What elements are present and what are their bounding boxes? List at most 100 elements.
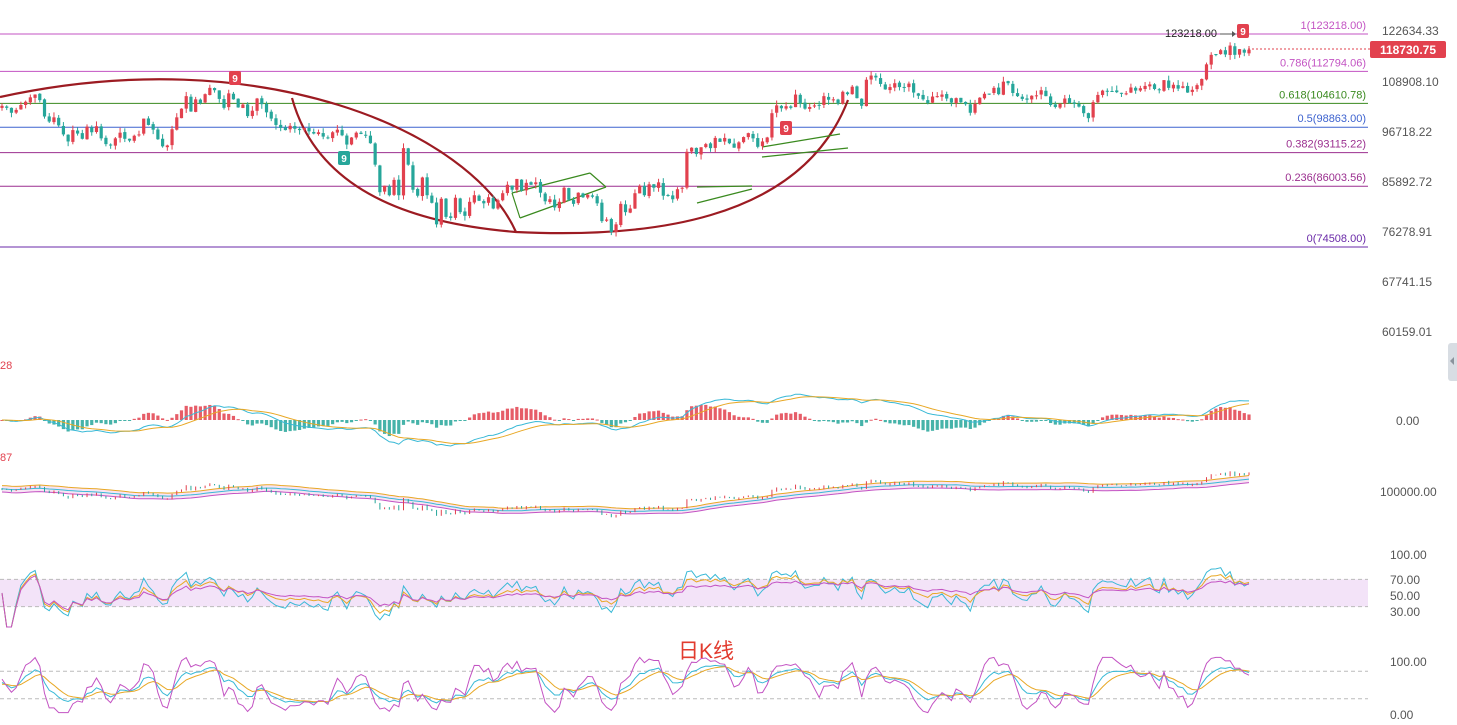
candle-body — [623, 204, 628, 213]
candle-body — [1082, 106, 1086, 114]
candle-body — [57, 117, 61, 126]
macd-histogram-bar — [373, 420, 377, 425]
candle-body — [425, 177, 429, 196]
macd-histogram-bar — [189, 406, 193, 420]
macd-histogram-bar — [737, 416, 741, 420]
macd-histogram-bar — [1119, 414, 1124, 420]
candle-body — [283, 127, 288, 131]
macd-histogram-bar — [926, 420, 930, 432]
candle-body — [1049, 96, 1053, 105]
candle-body — [1077, 103, 1081, 107]
macd-histogram-bar — [576, 418, 580, 420]
macd-histogram-bar — [661, 412, 665, 420]
macd-histogram-bar — [160, 418, 165, 420]
candle-body — [855, 86, 859, 99]
candle-body — [1039, 90, 1043, 95]
candle-body — [694, 147, 698, 155]
candle-body — [656, 182, 661, 188]
candle-body — [732, 143, 736, 148]
macd-histogram-bar — [1049, 420, 1053, 424]
candle-body — [930, 96, 935, 103]
candle-body — [1110, 90, 1114, 92]
macd-histogram-bar — [1200, 419, 1204, 421]
candle-body — [71, 130, 75, 142]
collapse-sidebar-handle[interactable] — [1448, 343, 1457, 381]
macd-histogram-bar — [364, 419, 368, 421]
macd-histogram-bar — [798, 413, 802, 420]
candle-body — [1242, 49, 1246, 53]
macd-histogram-bar — [713, 406, 717, 420]
fib-label: 0.618(104610.78) — [1279, 89, 1366, 101]
macd-histogram-bar — [623, 420, 628, 423]
candle-body — [864, 79, 868, 107]
td-mark-label: 9 — [1240, 27, 1246, 38]
candle-body — [472, 195, 476, 203]
candle-body — [1015, 93, 1020, 97]
macd-histogram-bar — [94, 420, 99, 423]
macd-histogram-bar — [1185, 420, 1190, 422]
candle-body — [260, 98, 264, 105]
macd-histogram-bar — [864, 420, 868, 423]
price-tick-label: 96718.22 — [1382, 125, 1432, 139]
candle-body — [444, 198, 448, 217]
macd-tick-label: 0.00 — [1396, 414, 1420, 428]
rsi-tick-label: 50.00 — [1390, 589, 1420, 603]
macd-histogram-bar — [916, 420, 920, 429]
macd-histogram-bar — [430, 420, 434, 425]
price-tick-label: 76278.91 — [1382, 225, 1432, 239]
candle-body — [874, 75, 878, 78]
candle-body — [897, 82, 902, 88]
td-mark-label: 9 — [232, 74, 238, 85]
candle-body — [1020, 96, 1024, 99]
macd-histogram-bar — [1011, 416, 1015, 420]
candle-body — [255, 98, 259, 111]
macd-histogram-bar — [930, 420, 935, 431]
macd-histogram-bar — [963, 420, 968, 428]
macd-histogram-bar — [519, 408, 524, 420]
candle-body — [458, 198, 462, 213]
candle-body — [605, 219, 609, 221]
candle-body — [184, 96, 188, 109]
candle-body — [364, 134, 368, 136]
macd-histogram-bar — [609, 420, 613, 428]
macd-histogram-bar — [878, 419, 883, 421]
macd-histogram-bar — [524, 408, 528, 420]
fibonacci-levels: 1(123218.00) 0.786(112794.06) 0.618(104610… — [0, 20, 1368, 248]
macd-histogram-bar — [760, 420, 765, 423]
candle-body — [638, 185, 642, 194]
candle-body — [798, 94, 802, 104]
macd-histogram-bar — [453, 420, 458, 422]
macd-histogram-bar — [652, 411, 656, 420]
candle-body — [189, 96, 193, 112]
macd-histogram-bar — [416, 420, 420, 425]
candle-body — [297, 128, 302, 131]
candle-body — [482, 201, 486, 204]
candle-body — [893, 83, 897, 88]
candle-body — [217, 90, 221, 99]
rounding-arc — [290, 97, 850, 235]
macd-histogram-bar — [477, 413, 481, 420]
candle-body — [756, 138, 760, 147]
macd-histogram-bar — [812, 420, 817, 421]
macd-histogram-bar — [501, 410, 505, 420]
macd-histogram-bar — [571, 420, 576, 421]
price-tick-label: 60159.01 — [1382, 325, 1432, 339]
candle-body — [878, 78, 883, 84]
macd-histogram-bar — [1138, 415, 1142, 420]
candle-body — [1030, 95, 1034, 100]
candle-body — [222, 99, 226, 108]
candle-body — [704, 144, 708, 148]
candle-body — [397, 179, 401, 196]
candle-body — [420, 177, 424, 197]
macd-histogram-bar — [449, 420, 453, 426]
macd-histogram-bar — [434, 420, 439, 428]
macd-histogram-bar — [708, 406, 713, 420]
rsi-tick-label: 100.00 — [1390, 548, 1427, 562]
macd-histogram-bar — [321, 420, 325, 427]
macd-histogram-bar — [557, 420, 561, 421]
candle-body — [647, 184, 651, 197]
macd-histogram-bar — [491, 412, 495, 420]
candle-body — [1148, 84, 1152, 87]
macd-histogram-bar — [940, 420, 944, 429]
